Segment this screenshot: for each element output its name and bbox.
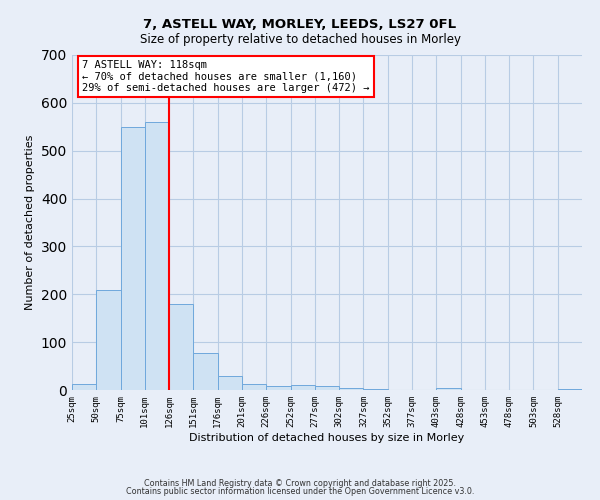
- Bar: [436, 388, 461, 390]
- Text: 7, ASTELL WAY, MORLEY, LEEDS, LS27 0FL: 7, ASTELL WAY, MORLEY, LEEDS, LS27 0FL: [143, 18, 457, 30]
- Y-axis label: Number of detached properties: Number of detached properties: [25, 135, 35, 310]
- Bar: [290, 385, 315, 390]
- X-axis label: Distribution of detached houses by size in Morley: Distribution of detached houses by size …: [190, 432, 464, 442]
- Bar: [193, 352, 218, 390]
- Bar: [242, 384, 266, 390]
- Bar: [218, 376, 242, 390]
- Bar: [145, 122, 169, 390]
- Text: Size of property relative to detached houses in Morley: Size of property relative to detached ho…: [139, 32, 461, 46]
- Bar: [266, 386, 290, 390]
- Text: Contains public sector information licensed under the Open Government Licence v3: Contains public sector information licen…: [126, 487, 474, 496]
- Text: Contains HM Land Registry data © Crown copyright and database right 2025.: Contains HM Land Registry data © Crown c…: [144, 478, 456, 488]
- Bar: [121, 127, 145, 390]
- Bar: [96, 290, 121, 390]
- Bar: [558, 389, 582, 390]
- Bar: [364, 389, 388, 390]
- Text: 7 ASTELL WAY: 118sqm
← 70% of detached houses are smaller (1,160)
29% of semi-de: 7 ASTELL WAY: 118sqm ← 70% of detached h…: [82, 60, 370, 93]
- Bar: [339, 388, 364, 390]
- Bar: [315, 386, 339, 390]
- Bar: [169, 304, 193, 390]
- Bar: [72, 384, 96, 390]
